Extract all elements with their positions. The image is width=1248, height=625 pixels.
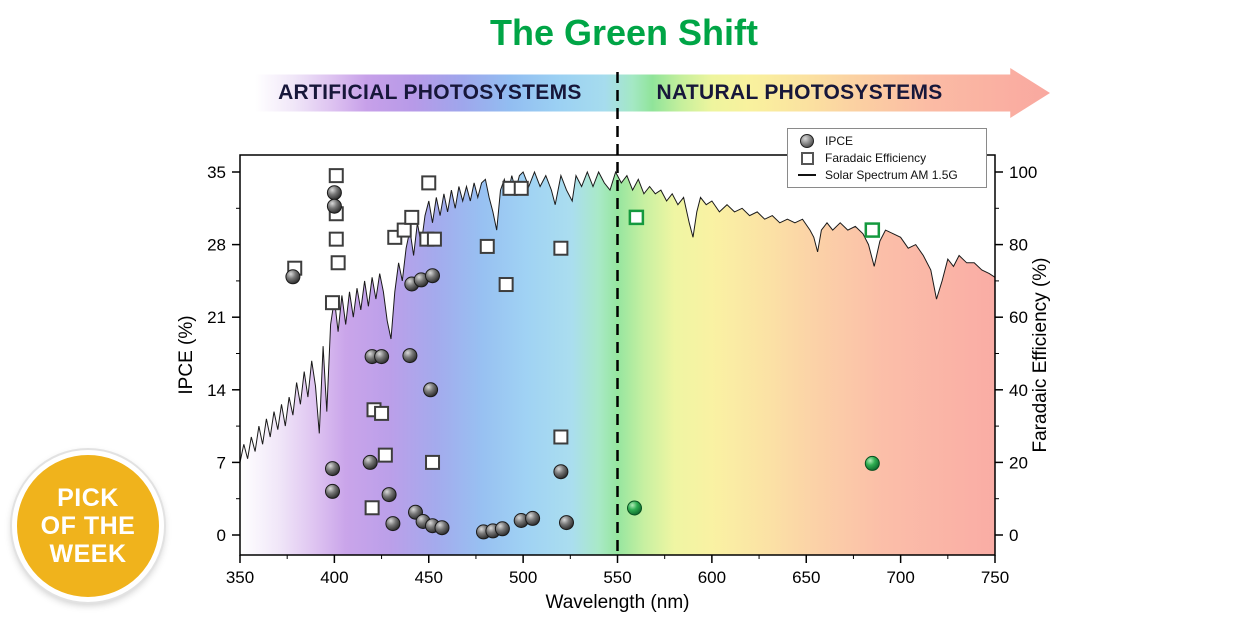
faradaic-efficiency-point <box>513 180 529 196</box>
ipce-point <box>559 515 574 531</box>
x-tick-label: 550 <box>603 568 631 587</box>
badge-line-2: OF THE <box>40 512 136 540</box>
ipce-point <box>402 348 418 364</box>
ipce-point <box>425 268 440 284</box>
ipce-point <box>325 483 340 499</box>
x-tick-label: 750 <box>981 568 1009 587</box>
banner-arrow <box>255 68 1050 118</box>
badge-line-3: WEEK <box>49 540 127 568</box>
y-left-tick-label: 7 <box>217 453 226 472</box>
y-right-tick-label: 60 <box>1009 308 1028 327</box>
legend-ipce-label: IPCE <box>825 134 854 148</box>
ipce-point <box>362 454 378 470</box>
legend-ipce-marker-cell <box>796 134 818 148</box>
x-tick-label: 450 <box>415 568 443 587</box>
ipce-point <box>381 487 397 503</box>
x-axis-title: Wavelength (nm) <box>546 592 690 613</box>
faradaic-efficiency-point <box>328 231 344 247</box>
x-tick-label: 650 <box>792 568 820 587</box>
ipce-point <box>494 521 510 537</box>
faradaic-efficiency-point <box>479 238 495 254</box>
faradaic-efficiency-point <box>377 447 393 463</box>
page-title: The Green Shift <box>489 12 759 53</box>
solar-line-icon <box>798 174 816 176</box>
y-right-tick-label: 100 <box>1009 163 1037 182</box>
legend-solar-marker-cell <box>796 174 818 176</box>
faradaic-efficiency-point <box>498 277 514 293</box>
legend-item-faradaic: Faradaic Efficiency <box>796 151 978 165</box>
ipce-point <box>326 185 342 201</box>
faradaic-efficiency-point <box>553 240 569 256</box>
ipce-point <box>374 349 390 365</box>
faradaic-efficiency-point <box>396 222 412 238</box>
x-tick-label: 700 <box>886 568 914 587</box>
faradaic-efficiency-point <box>364 500 380 516</box>
faradaic-efficiency-point <box>330 255 346 271</box>
ipce-point <box>385 516 401 532</box>
photosystems-banner: ARTIFICIAL PHOTOSYSTEMS NATURAL PHOTOSYS… <box>255 68 1050 118</box>
y-left-tick-label: 14 <box>207 381 226 400</box>
faradaic-efficiency-point <box>324 295 340 311</box>
faradaic-efficiency-point <box>421 175 437 191</box>
legend-faradaic-label: Faradaic Efficiency <box>825 151 927 165</box>
faradaic-efficiency-point <box>404 209 420 225</box>
faradaic-square-icon <box>800 151 814 165</box>
pick-of-the-week-badge: PICK OF THE WEEK <box>12 450 164 602</box>
faradaic-efficiency-point <box>553 429 569 445</box>
badge-line-1: PICK <box>57 484 119 512</box>
ipce-point-green <box>864 455 880 471</box>
ipce-point <box>434 520 450 536</box>
ipce-point <box>553 464 569 480</box>
ipce-point-green <box>627 500 642 516</box>
faradaic-efficiency-point-green <box>864 222 881 238</box>
y-left-tick-label: 0 <box>217 526 226 545</box>
x-tick-label: 500 <box>509 568 537 587</box>
faradaic-efficiency-point <box>426 231 442 247</box>
x-tick-label: 600 <box>698 568 726 587</box>
y-right-tick-label: 20 <box>1009 453 1028 472</box>
legend-solar-label: Solar Spectrum AM 1.5G <box>825 168 958 182</box>
x-tick-label: 400 <box>320 568 348 587</box>
ipce-point <box>285 269 301 285</box>
faradaic-efficiency-point-green <box>628 209 645 226</box>
ipce-point <box>325 461 340 477</box>
banner-label-artificial: ARTIFICIAL PHOTOSYSTEMS <box>278 81 582 104</box>
y-left-tick-label: 21 <box>207 308 226 327</box>
ipce-point <box>326 198 342 214</box>
legend-fe-marker-cell <box>796 151 818 165</box>
legend-item-ipce: IPCE <box>796 134 978 148</box>
faradaic-efficiency-point <box>328 168 344 184</box>
ipce-point <box>423 382 439 398</box>
y-right-tick-label: 80 <box>1009 236 1028 255</box>
y-left-tick-label: 35 <box>207 163 226 182</box>
x-tick-label: 350 <box>226 568 254 587</box>
banner-label-natural: NATURAL PHOTOSYSTEMS <box>656 81 943 104</box>
y-left-tick-label: 28 <box>207 236 226 255</box>
y-right-tick-label: 0 <box>1009 526 1018 545</box>
faradaic-efficiency-point <box>425 454 441 470</box>
y-right-axis-title: Faradaic Efficiency (%) <box>1030 258 1051 453</box>
y-right-tick-label: 40 <box>1009 381 1028 400</box>
faradaic-efficiency-point <box>374 405 390 421</box>
y-left-axis-title: IPCE (%) <box>176 315 197 394</box>
legend-item-solar: Solar Spectrum AM 1.5G <box>796 168 978 182</box>
ipce-point <box>525 510 541 526</box>
legend: IPCE Faradaic Efficiency Solar Spectrum … <box>787 128 987 188</box>
ipce-circle-icon <box>800 134 814 148</box>
